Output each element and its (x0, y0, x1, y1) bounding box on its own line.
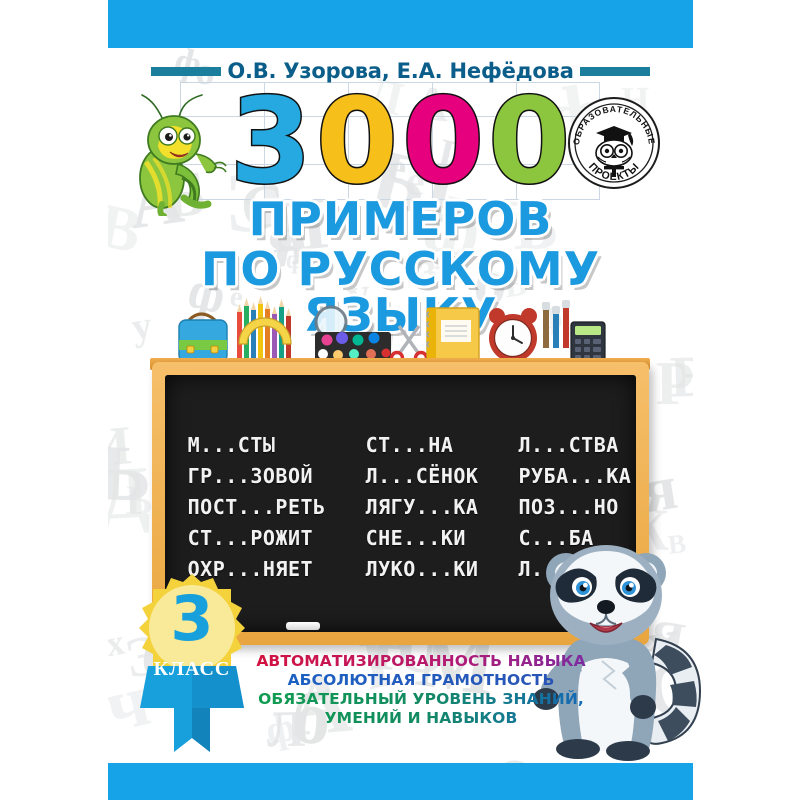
chalk-piece (286, 622, 320, 630)
background-letter: Р (655, 349, 693, 419)
notebook-icon (426, 307, 480, 363)
blackboard-word: М...СТЫ (187, 432, 276, 457)
raccoon-arms (533, 653, 656, 719)
blackboard-word: СТ...НА (365, 432, 454, 457)
slogan-line-2: АБСОЛЮТНАЯ ГРАМОТНОСТЬ (256, 671, 586, 690)
school-supplies-illustration (178, 296, 606, 366)
big-digit-0: 3 (228, 72, 313, 211)
author-rule-left (151, 66, 222, 76)
big-digit-1: 0 (314, 72, 399, 211)
slogan-block: АВТОМАТИЗИРОВАННОСТЬ НАВЫКА АБСОЛЮТНАЯ Г… (256, 652, 586, 728)
author-rule-right (579, 66, 650, 76)
rosette-icon (139, 574, 245, 682)
blackboard-word: СТ...РОЖИТ (187, 525, 314, 550)
background-letter: В (669, 342, 693, 410)
author-bar: О.В. Узорова, Е.А. Нефёдова (108, 58, 693, 84)
blackboard-word: ЛУКО...КИ (365, 556, 479, 581)
slogan-line-3: ОБЯЗАТЕЛЬНЫЙ УРОВЕНЬ ЗНАНИЙ, (256, 690, 586, 709)
alarm-clock-icon (489, 308, 537, 362)
big-digit-3: 0 (487, 72, 572, 211)
blackboard-word: С...БА (518, 525, 594, 550)
blackboard-word: ПОСТ...РЕТЬ (187, 494, 326, 519)
bottom-blue-band (108, 763, 693, 800)
brushes-icon (542, 300, 570, 348)
blackboard-word: СНЕ...КИ (365, 525, 466, 550)
title-line-1: ПРИМЕРОВ (248, 192, 553, 246)
background-letter: Ъ (503, 184, 560, 265)
raccoon-feet (556, 739, 650, 761)
blackboard-word: Л...СЁНОК (365, 463, 479, 488)
big-digit-2: 0 (400, 72, 485, 211)
ribbon-banner-icon (140, 666, 244, 708)
publisher-seal: ОБРАЗОВАТЕЛЬНЫЕ ПРОЕКТЫ (568, 97, 660, 189)
paint-palette-icon (315, 332, 391, 362)
raccoon-icon (533, 545, 702, 761)
grade-badge: 3 КЛАСС (112, 566, 272, 756)
grade-label: КЛАСС (153, 658, 231, 680)
background-letter: Ь (108, 428, 153, 519)
raccoon-head (546, 545, 666, 645)
top-blue-band (108, 0, 693, 48)
calculator-icon (570, 321, 606, 363)
blackboard-word: ЛЯГУ...КА (365, 494, 479, 519)
backpack-icon (178, 312, 228, 363)
ruler-icon (238, 317, 292, 345)
blackboard-word: ПОЗ...НО (518, 494, 619, 519)
word-exercise-grid: М...СТЫ СТ...НА Л...СТВА ГР...ЗОВОЙ Л...СЁНО… (170, 427, 632, 581)
owl-graduation-icon (595, 126, 634, 177)
grasshopper-icon (139, 94, 227, 216)
blackboard-word: РУБА...КА (518, 463, 632, 488)
blackboard-word: ОХР...НЯЕТ (187, 556, 314, 581)
slogan-line-4: УМЕНИЙ И НАВЫКОВ (256, 709, 586, 728)
author-names: О.В. Узорова, Е.А. Нефёдова (227, 59, 574, 83)
blackboard-word: Л...СТВА (518, 432, 619, 457)
blackboard: М...СТЫ СТ...НА Л...СТВА ГР...ЗОВОЙ Л...СЁНО… (152, 362, 649, 645)
slogan-line-1: АВТОМАТИЗИРОВАННОСТЬ НАВЫКА (256, 652, 586, 670)
grade-number: 3 (170, 582, 214, 655)
blackboard-word: ГР...ЗОВОЙ (187, 463, 314, 488)
